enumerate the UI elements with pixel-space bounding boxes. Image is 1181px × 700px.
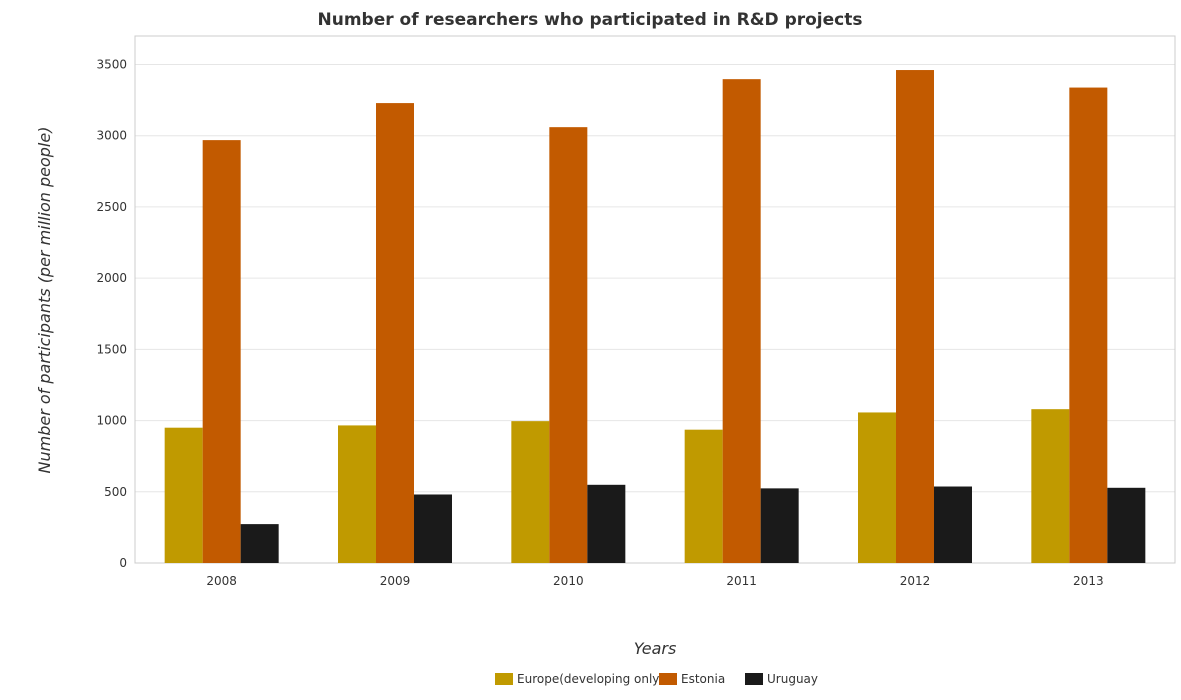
y-tick-label: 3500 [96,57,127,71]
bar [549,127,588,564]
bar [722,79,761,563]
legend-label: Estonia [681,672,725,686]
bar [684,429,723,563]
bar [164,427,203,563]
y-tick-label: 3000 [96,129,127,143]
legend-swatch [659,673,677,685]
bar [376,103,414,563]
bar [760,488,799,563]
x-tick-label: 2009 [380,574,411,588]
legend: Europe(developing only) Estonia Uruguay [495,672,818,686]
bar [414,494,452,563]
bar [587,484,626,563]
y-tick-label: 2000 [96,271,127,285]
bar [858,412,896,563]
bar [934,486,972,563]
y-tick-label: 2500 [96,200,127,214]
bar [338,425,376,563]
legend-swatch [745,673,763,685]
y-tick-label: 0 [119,556,127,570]
legend-label: Europe(developing only) [517,672,664,686]
x-tick-label: 2008 [206,574,237,588]
x-tick-labels: 2008 2009 2010 2011 2012 2013 [206,574,1103,588]
bar [896,70,934,563]
bar [1031,409,1070,563]
bar [202,140,241,563]
y-axis-label: Number of participants (per million peop… [35,127,54,474]
y-tick-labels: 0 500 1000 1500 2000 2500 3000 3500 [96,57,127,570]
x-tick-label: 2013 [1073,574,1104,588]
y-tick-label: 1500 [96,342,127,356]
bar [1069,87,1108,563]
plot-area-frame [134,35,1176,564]
x-axis-label: Years [634,639,677,658]
legend-label: Uruguay [767,672,818,686]
y-tick-label: 500 [104,485,127,499]
bar [1107,487,1146,563]
chart-title: Number of researchers who participated i… [318,10,863,30]
bar [240,524,279,563]
bar [511,421,550,563]
y-tick-label: 1000 [96,414,127,428]
x-tick-label: 2010 [553,574,584,588]
x-tick-label: 2011 [726,574,757,588]
legend-swatch [495,673,513,685]
grid [135,63,1175,564]
x-tick-label: 2012 [900,574,931,588]
bars [164,70,1146,564]
